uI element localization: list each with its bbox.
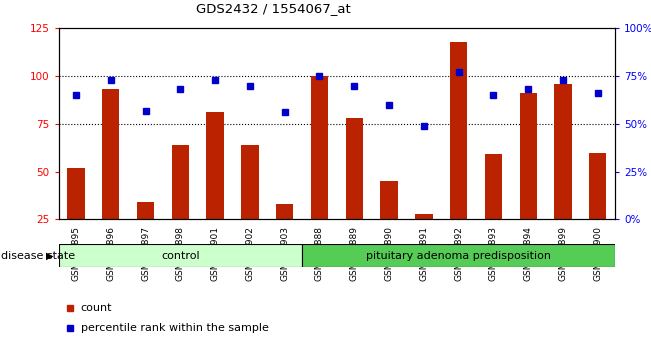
- Bar: [276, 204, 294, 219]
- Bar: [346, 118, 363, 219]
- Bar: [67, 168, 85, 219]
- Bar: [302, 244, 615, 267]
- Bar: [172, 145, 189, 219]
- Bar: [242, 145, 258, 219]
- Text: ▶: ▶: [46, 251, 53, 261]
- Bar: [380, 181, 398, 219]
- Bar: [137, 202, 154, 219]
- Bar: [311, 76, 328, 219]
- Bar: [450, 42, 467, 219]
- Bar: [519, 93, 537, 219]
- Bar: [485, 154, 502, 219]
- Text: control: control: [161, 251, 200, 261]
- Text: count: count: [81, 303, 113, 313]
- Text: percentile rank within the sample: percentile rank within the sample: [81, 323, 269, 333]
- Text: disease state: disease state: [1, 251, 75, 261]
- Text: GDS2432 / 1554067_at: GDS2432 / 1554067_at: [196, 2, 351, 15]
- Bar: [415, 214, 432, 219]
- Bar: [554, 84, 572, 219]
- Bar: [102, 90, 120, 219]
- Text: pituitary adenoma predisposition: pituitary adenoma predisposition: [366, 251, 551, 261]
- Bar: [206, 113, 224, 219]
- Bar: [589, 153, 607, 219]
- Bar: [59, 244, 302, 267]
